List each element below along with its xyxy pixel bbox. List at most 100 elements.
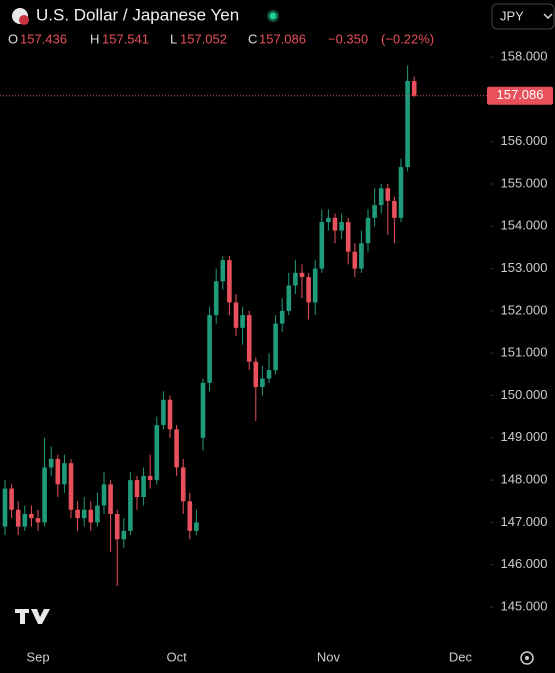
candle-body: [405, 80, 410, 168]
candle-body: [299, 272, 305, 278]
candle-body: [385, 188, 391, 201]
x-tick-label: Nov: [317, 649, 341, 664]
candle-body: [246, 315, 252, 362]
candle-body: [42, 467, 47, 523]
dropdown-arrow[interactable]: [543, 13, 553, 20]
candle-body: [9, 488, 14, 510]
candle-body: [319, 222, 325, 269]
change-value: −0.350: [328, 31, 368, 46]
candle-body: [233, 302, 239, 328]
candle-body: [154, 425, 160, 481]
candle-body: [147, 475, 153, 481]
candle-body: [95, 505, 100, 523]
candle-body: [88, 509, 94, 523]
y-tick-label: 152.000: [501, 302, 548, 317]
y-tick-label: 150.000: [501, 387, 548, 402]
candle-body: [372, 205, 377, 218]
price-tag-label: 157.086: [497, 87, 544, 102]
candle-body: [240, 315, 245, 328]
y-tick-label: 147.000: [501, 514, 548, 529]
candle-body: [81, 509, 87, 519]
candle-body: [128, 480, 133, 531]
change-percent: (−0.22%): [381, 31, 434, 46]
candle-body: [62, 463, 67, 485]
candle-body: [345, 222, 351, 252]
candle-body: [273, 323, 278, 371]
plot: 145.000 146.000 147.000 148.000 149.000 150.0…: [0, 49, 553, 664]
candle-body: [161, 399, 166, 426]
status-dot: [269, 12, 277, 20]
candle-body: [286, 285, 292, 311]
currency-button[interactable]: [491, 3, 555, 30]
x-tick-label: Sep: [26, 649, 49, 664]
candle-body: [306, 277, 311, 303]
candle-body: [411, 80, 417, 96]
candle-body: [266, 370, 272, 379]
candle-body: [48, 458, 54, 468]
candle-body: [227, 260, 232, 303]
low-key: L: [170, 31, 177, 46]
candle-body: [114, 513, 120, 540]
high-key: H: [90, 31, 99, 46]
y-tick-label: 151.000: [501, 345, 548, 360]
flag-icon-secondary: [19, 15, 29, 25]
logo: [15, 609, 50, 624]
candle-body: [359, 243, 364, 269]
candle-body: [55, 458, 61, 485]
y-tick-label: 145.000: [501, 598, 548, 613]
candle-body: [213, 281, 219, 316]
candle-body: [22, 513, 28, 527]
candle-body: [108, 484, 113, 514]
settings-icon[interactable]: [520, 651, 534, 665]
candle-body: [180, 467, 186, 502]
candle-body: [167, 399, 173, 430]
candle-body: [101, 484, 107, 506]
x-tick-label: Dec: [449, 649, 473, 664]
candle-body: [15, 509, 21, 527]
open-key: O: [8, 31, 18, 46]
candle-body: [75, 509, 80, 519]
candle-body: [378, 188, 384, 206]
y-tick-label: 149.000: [501, 429, 548, 444]
chart-title: U.S. Dollar / Japanese Yen: [36, 5, 239, 24]
candle-body: [29, 513, 34, 519]
y-tick-label: 156.000: [501, 133, 548, 148]
candle-body: [326, 217, 331, 223]
candle-body: [121, 530, 127, 540]
candle-body: [398, 167, 404, 218]
high-value: 157.541: [102, 31, 149, 46]
candle-body: [332, 217, 338, 231]
candle-body: [352, 251, 358, 269]
price-tag: [487, 86, 553, 105]
candle-body: [141, 475, 146, 498]
candle-body: [207, 315, 212, 383]
candle-body: [174, 429, 179, 468]
candle-body: [339, 222, 344, 231]
low-value: 157.052: [180, 31, 227, 46]
x-tick-label: Oct: [166, 649, 187, 664]
close-value: 157.086: [259, 31, 306, 46]
candle-body: [279, 310, 285, 324]
candle-body: [2, 488, 8, 527]
currency-label[interactable]: JPY: [500, 8, 524, 23]
y-tick-label: 155.000: [501, 175, 548, 190]
ohlc-legend: O 157.436 H 157.541 L 157.052 C 157.086 …: [8, 31, 434, 46]
candle-body: [260, 378, 265, 388]
y-tick-label: 148.000: [501, 472, 548, 487]
candle-body: [134, 480, 140, 498]
candle-body: [68, 463, 74, 510]
close-key: C: [248, 31, 257, 46]
candle-body: [220, 260, 226, 282]
y-tick-label: 146.000: [501, 556, 548, 571]
candle-body: [312, 268, 318, 303]
candle-body: [194, 522, 199, 531]
settings-icon-center[interactable]: [525, 656, 529, 660]
candle-body: [35, 518, 41, 523]
candle-body: [187, 501, 193, 531]
candle-body: [365, 217, 371, 244]
y-tick-label: 153.000: [501, 260, 548, 275]
candle-body: [293, 272, 298, 286]
candle-body: [200, 382, 206, 438]
